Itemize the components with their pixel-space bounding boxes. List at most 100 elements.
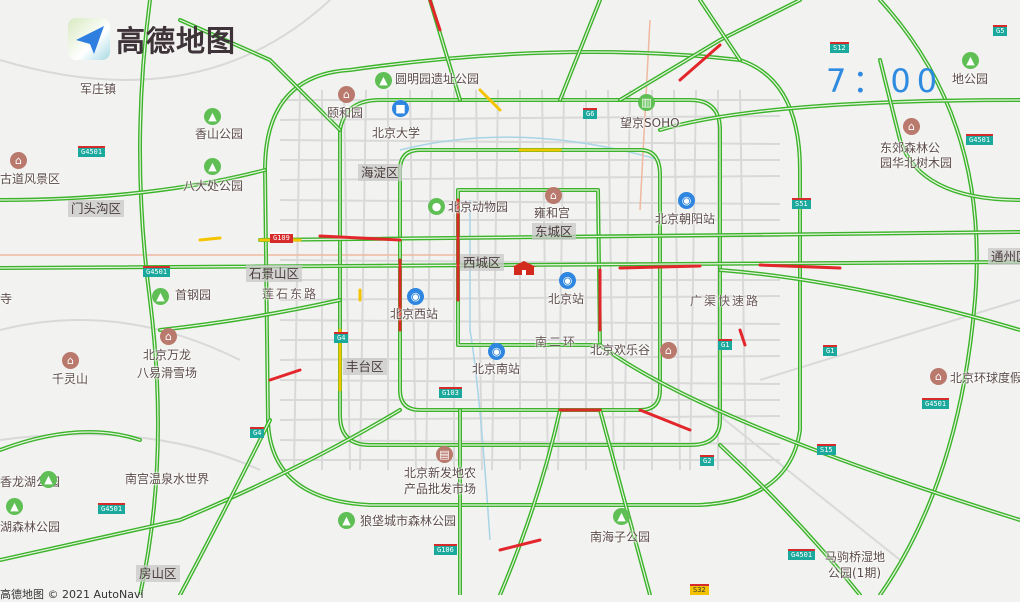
highway-shield: G4501 [98,503,126,514]
road-segment [498,408,562,595]
scenic-icon[interactable]: ⌂ [930,368,947,385]
road-name-label: 莲石东路 [262,287,319,301]
park-icon[interactable]: ▲ [204,108,221,125]
district-label[interactable]: 海淀区 [358,164,402,181]
congested-traffic-segment [318,234,402,242]
train-station-icon[interactable]: ◉ [678,192,695,209]
train-station-icon[interactable]: ◉ [559,272,576,289]
poi-label[interactable]: 南宫温泉水世界 [125,472,210,486]
district-label[interactable]: 西城区 [460,254,504,271]
market-icon[interactable]: ▤ [436,446,453,463]
poi-label[interactable]: 圆明园遗址公园 [395,72,480,86]
district-label[interactable]: 丰台区 [343,358,387,375]
congested-traffic-segment [758,263,842,270]
road-divider [159,299,341,331]
minor-road [279,199,781,205]
poi-label[interactable]: 首钢园 [175,288,212,302]
train-station-icon[interactable]: ◉ [488,343,505,360]
highway-shield: G2 [700,455,715,466]
poi-label[interactable]: 北京站 [548,292,585,306]
minor-road [0,0,331,81]
park-icon[interactable]: ▲ [375,72,392,89]
park-icon[interactable]: ▲ [962,52,979,69]
poi-label[interactable]: 雍和宫 [534,206,571,220]
poi-label[interactable]: 北京万龙 [143,348,192,362]
poi-label[interactable]: 北京欢乐谷 [590,343,651,357]
highway-shield: G109 [270,232,293,243]
amap-logo-mark [68,18,110,60]
poi-label[interactable]: 香山公园 [195,127,244,141]
poi-label[interactable]: 东郊森林公 [880,141,941,155]
congested-traffic-segment [498,538,542,552]
poi-label[interactable]: 北京环球度假区 [950,371,1020,385]
district-label[interactable]: 石景山区 [246,265,303,282]
poi-label[interactable]: 古道风景区 [0,172,61,186]
road-divider [559,0,601,101]
poi-label[interactable]: 北京朝阳站 [655,212,716,226]
park-icon[interactable]: ▲ [204,158,221,175]
road-divider [0,169,266,201]
road-divider [179,419,271,595]
poi-label[interactable]: 军庄镇 [80,82,117,96]
minor-road [279,415,781,421]
poi-label[interactable]: 产品批发市场 [404,482,477,496]
highway-shield: G4501 [788,549,816,560]
scenic-icon[interactable]: ⌂ [160,328,177,345]
poi-label[interactable]: 地公园 [952,72,989,86]
poi-label[interactable]: 湖森林公园 [0,520,61,534]
park-icon[interactable]: ▲ [338,512,355,529]
park-icon[interactable]: ▲ [152,288,169,305]
train-station-icon[interactable]: ◉ [407,288,424,305]
highway-shield: G1 [823,345,838,356]
highway-shield: G4501 [78,146,106,157]
district-label[interactable]: 房山区 [136,565,180,582]
highway-shield: G106 [434,544,457,555]
school-icon[interactable]: ■ [392,100,409,117]
scenic-icon[interactable]: ⌂ [660,342,677,359]
poi-label[interactable]: 北京大学 [372,126,421,140]
road-name-label: 南二环 [535,335,578,349]
poi-label[interactable]: 北京西站 [390,307,439,321]
minor-road [0,433,261,471]
district-label[interactable]: 通州区 [988,248,1020,265]
poi-label[interactable]: 八大处公园 [183,179,244,193]
scenic-icon[interactable]: ⌂ [545,187,562,204]
congested-traffic-segment [268,368,302,382]
poi-label[interactable]: 望京SOHO [620,116,680,130]
scenic-icon[interactable]: ⌂ [10,152,27,169]
poi-label[interactable]: 公园(1期) [828,566,881,580]
highway-shield: G1 [718,339,733,350]
poi-label[interactable]: 南海子公园 [590,530,651,544]
copyright: 高德地图 © 2021 AutoNavi [0,588,144,601]
scenic-icon[interactable]: ⌂ [338,86,355,103]
building-icon[interactable]: ▥ [638,94,655,111]
scenic-icon[interactable]: ⌂ [62,352,79,369]
park-icon[interactable]: ▲ [613,508,630,525]
slow-traffic-segment [198,236,222,242]
poi-label[interactable]: 颐和园 [327,106,364,120]
poi-label[interactable]: 北京新发地农 [404,466,477,480]
minor-road [699,399,901,561]
highway-shield: S15 [817,444,836,455]
road-divider [139,0,159,595]
poi-label[interactable]: 园华北树木园 [880,156,953,170]
park-icon[interactable]: ▲ [6,498,23,515]
zoo-icon[interactable]: ● [428,198,445,215]
poi-label[interactable]: 北京动物园 [448,200,509,214]
scenic-icon[interactable]: ⌂ [903,118,920,135]
poi-label[interactable]: 狼垡城市森林公园 [360,514,457,528]
minor-road [279,139,781,145]
poi-label[interactable]: 八易滑雪场 [137,366,198,380]
congested-traffic-segment [428,0,442,32]
road-name-label: 广渠快速路 [690,294,761,308]
poi-label[interactable]: 寺 [0,292,13,306]
minor-road [279,379,781,385]
highway-shield: S32 [690,584,709,595]
district-label[interactable]: 门头沟区 [68,200,125,217]
poi-label[interactable]: 马驹桥湿地 [825,550,886,564]
district-label[interactable]: 东城区 [532,223,576,240]
park-icon[interactable]: ▲ [40,471,57,488]
road-divider [699,0,741,61]
poi-label[interactable]: 北京南站 [472,362,521,376]
poi-label[interactable]: 千灵山 [52,372,89,386]
